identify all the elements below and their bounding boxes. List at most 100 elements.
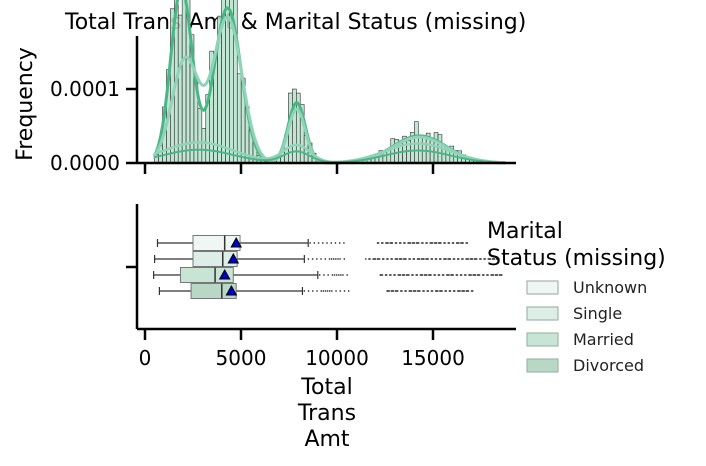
outlier-point	[457, 290, 459, 292]
histogram-bar	[225, 0, 230, 164]
outlier-point	[426, 258, 428, 260]
legend-title-line1: Marital	[487, 219, 563, 244]
box	[190, 283, 237, 299]
outlier-point	[450, 274, 452, 276]
box-x-tick-label: 10000	[305, 346, 369, 370]
outlier-point	[470, 274, 472, 276]
outlier-point	[331, 290, 333, 292]
boxplot-single	[154, 251, 500, 267]
legend-label: Married	[573, 330, 634, 349]
outlier-point	[391, 242, 393, 244]
outlier-point	[453, 258, 456, 260]
outlier-point	[398, 258, 401, 260]
outlier-point	[394, 290, 397, 292]
outlier-point	[348, 290, 350, 292]
outlier-point	[465, 242, 467, 244]
outlier-point	[476, 274, 479, 276]
outlier-point	[390, 274, 392, 276]
outlier-point	[469, 274, 471, 276]
outlier-point	[452, 274, 454, 276]
histogram-bar	[181, 0, 187, 164]
outlier-point	[401, 274, 404, 276]
outlier-point	[412, 274, 414, 276]
outlier-point	[393, 274, 395, 276]
outlier-point	[474, 258, 477, 260]
outlier-point	[390, 290, 393, 292]
outlier-point	[444, 258, 446, 260]
outlier-point	[451, 242, 454, 244]
outliers	[319, 274, 503, 276]
outlier-point	[401, 290, 403, 292]
box-x-label: Total Trans Amt	[297, 375, 356, 452]
outlier-point	[434, 290, 437, 292]
histogram-panel: 0.0000 0.0001 Frequency	[13, 0, 516, 175]
outlier-point	[397, 274, 399, 276]
outlier-point	[466, 258, 468, 260]
box-x-label-line: Trans	[297, 401, 356, 426]
outlier-point	[452, 242, 455, 244]
outlier-point	[337, 258, 339, 260]
outlier-point	[409, 258, 411, 260]
outlier-point	[430, 274, 432, 276]
outlier-point	[452, 290, 455, 292]
outlier-point	[422, 290, 424, 292]
outlier-point	[458, 242, 460, 244]
outlier-point	[482, 274, 484, 276]
outlier-point	[461, 258, 463, 260]
outlier-point	[404, 290, 406, 292]
outlier-point	[497, 258, 499, 260]
outlier-point	[437, 274, 440, 276]
outlier-point	[447, 242, 449, 244]
outlier-point	[462, 290, 464, 292]
hist-y-label: Frequency	[13, 47, 38, 161]
outlier-point	[405, 258, 407, 260]
outlier-point	[320, 258, 322, 260]
outlier-point	[328, 258, 331, 260]
outlier-point	[449, 258, 451, 260]
outlier-point	[421, 274, 424, 276]
outlier-point	[398, 242, 401, 244]
outlier-point	[430, 258, 432, 260]
outlier-point	[499, 274, 502, 276]
outlier-point	[433, 242, 436, 244]
outlier-point	[483, 274, 485, 276]
outlier-point	[335, 258, 337, 260]
outlier-point	[338, 274, 340, 276]
outlier-point	[378, 258, 381, 260]
legend-label: Unknown	[573, 278, 647, 297]
outlier-point	[456, 258, 459, 260]
outlier-point	[461, 290, 463, 292]
outlier-point	[426, 290, 428, 292]
outlier-point	[491, 258, 494, 260]
outlier-point	[386, 290, 388, 292]
outlier-point	[423, 290, 425, 292]
outlier-point	[404, 258, 406, 260]
outlier-point	[465, 290, 468, 292]
outlier-point	[453, 290, 456, 292]
outlier-point	[394, 242, 397, 244]
mean-marker	[218, 268, 231, 280]
outlier-point	[447, 258, 449, 260]
outlier-point	[443, 258, 445, 260]
outlier-point	[323, 274, 325, 276]
outlier-point	[444, 290, 446, 292]
outlier-point	[448, 290, 451, 292]
hist-y-tick-label: 0.0000	[50, 151, 120, 175]
outlier-point	[441, 274, 444, 276]
outlier-point	[495, 274, 498, 276]
boxplot-unknown	[156, 235, 468, 251]
outlier-point	[313, 242, 316, 244]
box-x-tick-label: 5000	[216, 346, 267, 370]
outlier-point	[411, 242, 414, 244]
outlier-point	[410, 290, 413, 292]
outlier-point	[400, 290, 402, 292]
outlier-point	[479, 258, 481, 260]
boxplot-married	[153, 267, 503, 283]
outlier-point	[466, 290, 469, 292]
outlier-point	[486, 274, 488, 276]
mean-marker	[225, 284, 238, 296]
histogram-bar	[390, 138, 395, 164]
outlier-point	[343, 290, 346, 292]
outlier-point	[429, 242, 432, 244]
outlier-point	[426, 274, 428, 276]
